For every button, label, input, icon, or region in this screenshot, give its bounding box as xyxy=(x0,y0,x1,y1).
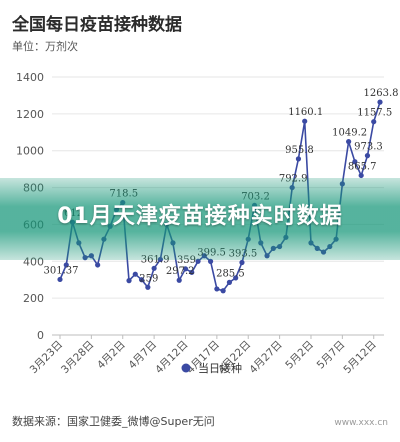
data-point xyxy=(233,275,239,281)
data-point xyxy=(132,271,138,277)
data-point xyxy=(371,119,377,125)
data-point xyxy=(364,153,371,159)
data-point xyxy=(57,276,63,283)
chart-title: 全国每日疫苗接种数据 xyxy=(12,15,182,35)
data-point xyxy=(352,159,358,165)
data-point xyxy=(302,118,308,124)
banner-title: 01月天津疫苗接种实时数据 xyxy=(57,204,343,229)
y-tick-label: 200 xyxy=(23,292,44,305)
data-label: 1157.5 xyxy=(357,108,392,119)
x-tick-label: 3月23日 xyxy=(28,339,66,377)
data-label: 297.2 xyxy=(166,266,195,277)
data-point xyxy=(95,262,101,268)
data-point xyxy=(377,99,383,105)
data-label: 259 xyxy=(139,273,158,284)
data-label: 1049.2 xyxy=(332,128,367,139)
y-tick-label: 1400 xyxy=(16,71,44,84)
data-point xyxy=(358,172,364,179)
data-label: 301.37 xyxy=(44,265,79,276)
data-point xyxy=(226,279,233,285)
x-tick-label: 5月2日 xyxy=(283,339,316,372)
data-label: 865.7 xyxy=(348,161,377,172)
unit-label: 单位：万剂次 xyxy=(12,40,78,53)
data-point xyxy=(220,288,226,294)
data-point xyxy=(145,284,151,290)
data-point xyxy=(126,278,132,284)
data-point xyxy=(214,286,220,292)
y-tick-label: 0 xyxy=(37,329,44,342)
data-point xyxy=(189,269,195,275)
data-label: 973.3 xyxy=(354,142,383,153)
data-point xyxy=(176,277,182,283)
x-tick-label: 4月2日 xyxy=(95,339,128,372)
data-label: 1160.1 xyxy=(288,107,323,118)
legend-marker xyxy=(181,363,191,373)
data-point xyxy=(346,139,352,145)
watermark: www.xxx.cn xyxy=(334,418,388,428)
x-tick-label: 5月12日 xyxy=(341,339,379,377)
y-tick-label: 1000 xyxy=(16,145,44,158)
overlay-banner xyxy=(0,178,400,260)
data-source: 数据来源：国家卫健委_微博@Super无问 xyxy=(12,415,215,428)
data-point xyxy=(138,277,145,283)
data-point xyxy=(182,266,189,272)
legend-label: 当日接种 xyxy=(198,361,242,375)
data-label: 955.8 xyxy=(285,145,314,156)
data-point xyxy=(295,156,302,162)
x-tick-label: 4月27日 xyxy=(247,339,285,377)
data-label: 285.5 xyxy=(216,268,245,279)
data-point xyxy=(63,262,69,268)
y-tick-label: 1200 xyxy=(16,108,44,121)
data-point xyxy=(239,259,245,266)
x-tick-label: 3月28日 xyxy=(59,339,97,377)
data-label: 359 xyxy=(177,255,196,266)
data-label: 1263.8 xyxy=(364,88,399,99)
data-point xyxy=(151,265,157,271)
data-point xyxy=(207,258,214,264)
